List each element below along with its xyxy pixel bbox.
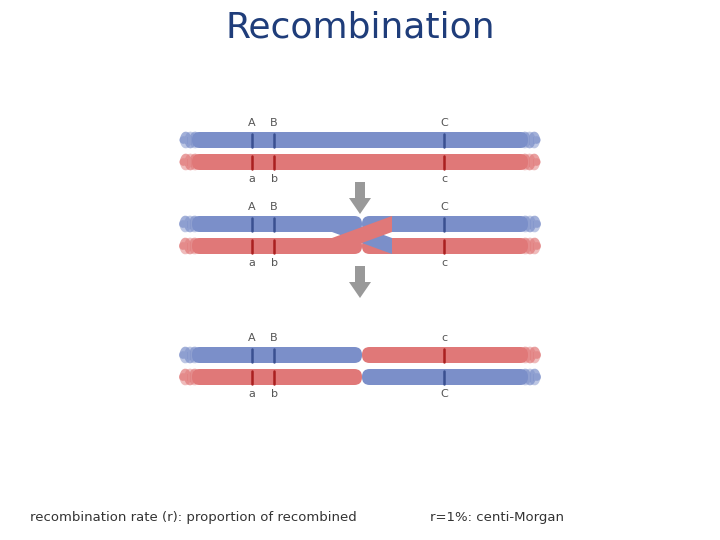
Text: c: c bbox=[441, 258, 447, 268]
Text: C: C bbox=[440, 118, 448, 128]
FancyBboxPatch shape bbox=[362, 369, 528, 385]
FancyBboxPatch shape bbox=[192, 238, 362, 254]
Text: C: C bbox=[440, 202, 448, 212]
Text: b: b bbox=[271, 389, 277, 399]
Text: a: a bbox=[248, 389, 256, 399]
Text: B: B bbox=[270, 333, 278, 343]
Text: recombination rate (r): proportion of recombined: recombination rate (r): proportion of re… bbox=[30, 511, 356, 524]
Text: b: b bbox=[271, 258, 277, 268]
Polygon shape bbox=[349, 282, 371, 298]
Text: B: B bbox=[270, 202, 278, 212]
Text: B: B bbox=[270, 118, 278, 128]
FancyBboxPatch shape bbox=[362, 347, 528, 363]
FancyBboxPatch shape bbox=[192, 132, 528, 148]
Text: c: c bbox=[441, 174, 447, 184]
Text: a: a bbox=[248, 174, 256, 184]
Text: A: A bbox=[248, 118, 256, 128]
Bar bbox=[355, 182, 365, 198]
FancyBboxPatch shape bbox=[362, 216, 528, 232]
Text: Recombination: Recombination bbox=[225, 10, 495, 44]
FancyBboxPatch shape bbox=[192, 369, 362, 385]
Text: C: C bbox=[440, 389, 448, 399]
FancyBboxPatch shape bbox=[192, 216, 362, 232]
Text: A: A bbox=[248, 202, 256, 212]
Text: c: c bbox=[441, 333, 447, 343]
FancyBboxPatch shape bbox=[192, 154, 528, 170]
Text: a: a bbox=[248, 258, 256, 268]
Bar bbox=[355, 266, 365, 282]
Polygon shape bbox=[332, 216, 392, 254]
Polygon shape bbox=[332, 216, 392, 254]
FancyBboxPatch shape bbox=[192, 347, 362, 363]
Polygon shape bbox=[349, 198, 371, 214]
Text: A: A bbox=[248, 333, 256, 343]
FancyBboxPatch shape bbox=[362, 238, 528, 254]
Text: r=1%: centi-Morgan: r=1%: centi-Morgan bbox=[430, 511, 564, 524]
Text: b: b bbox=[271, 174, 277, 184]
